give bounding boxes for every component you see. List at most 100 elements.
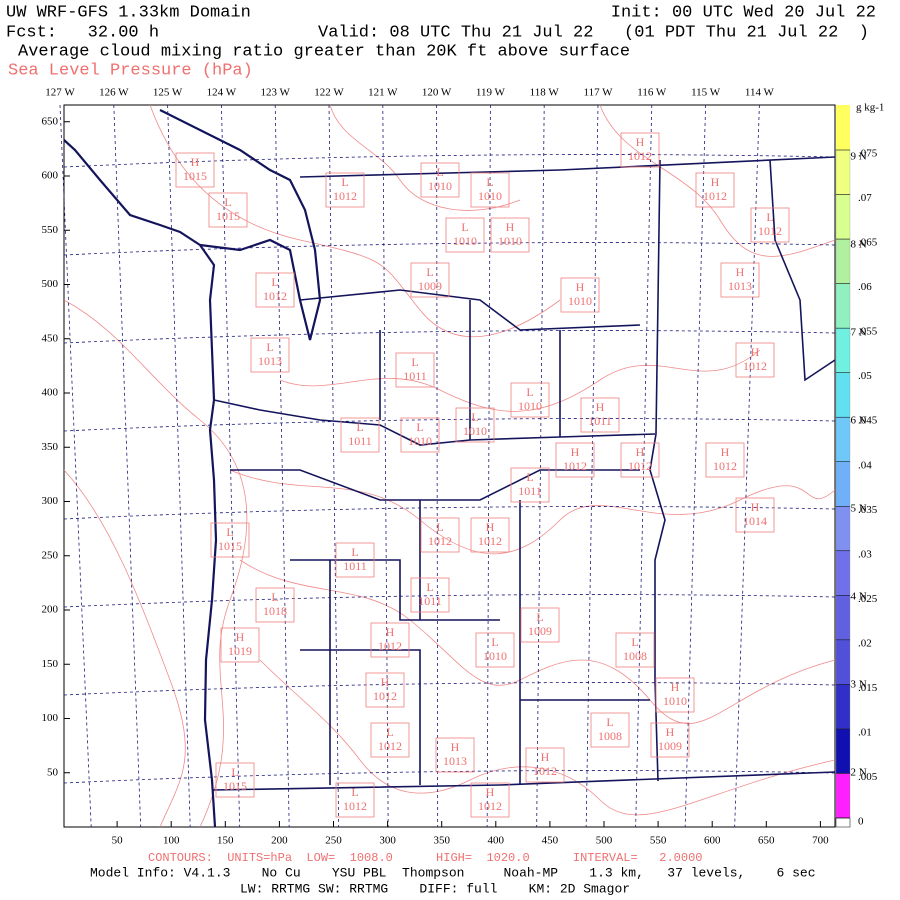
longitude-label: 115 W: [691, 87, 721, 99]
pressure-box: [590, 712, 630, 748]
meridian: [167, 104, 191, 828]
longitude-label: 123 W: [260, 87, 290, 99]
pressure-kind: H: [721, 445, 730, 459]
pressure-kind: L: [766, 210, 773, 224]
pressure-value: 1015: [183, 169, 207, 183]
pressure-kind: H: [576, 280, 585, 294]
pressure-kind: L: [526, 385, 533, 399]
colorbar-band: [835, 595, 851, 641]
pressure-kind: H: [711, 175, 720, 189]
x-tick-label: 650: [758, 835, 775, 847]
pressure-box: [655, 677, 695, 713]
y-tick-label: 150: [42, 658, 59, 670]
colorbar-top: [836, 105, 850, 150]
pressure-box: [510, 467, 550, 503]
pressure-value: 1008: [623, 649, 647, 663]
forecast-hour: Fcst: 32.00 h: [6, 23, 159, 42]
colorbar-band: [835, 684, 851, 730]
x-tick-label: 250: [325, 835, 342, 847]
pressure-kind: H: [671, 680, 680, 694]
pressure-value: 1010: [483, 649, 507, 663]
pressure-box: [615, 632, 655, 668]
colorbar-band: [835, 327, 851, 373]
pressure-kind: L: [486, 175, 493, 189]
pressure-box: [445, 217, 485, 253]
pressure-kind: L: [271, 275, 278, 289]
pressure-kind: L: [351, 545, 358, 559]
field-name: Average cloud mixing ratio greater than …: [18, 42, 630, 61]
x-tick-label: 450: [542, 835, 559, 847]
parallel: [63, 770, 836, 784]
meridian: [536, 104, 545, 828]
pressure-kind: L: [271, 590, 278, 604]
country-border: [299, 156, 836, 178]
pressure-value: 1012: [333, 189, 357, 203]
pressure-kind: L: [231, 765, 238, 779]
longitude-label: 117 W: [583, 87, 613, 99]
pressure-value: 1010: [498, 234, 522, 248]
pressure-value: 1010: [453, 234, 477, 248]
colorbar-band: [835, 194, 851, 240]
y-tick-label: 400: [42, 387, 59, 399]
contour: [229, 469, 836, 555]
pressure-kind: L: [356, 420, 363, 434]
pressure-kind: H: [636, 445, 645, 459]
pressure-kind: L: [426, 265, 433, 279]
y-tick-label: 50: [47, 766, 59, 778]
pressure-box: [620, 442, 660, 478]
pressure-value: 1012: [343, 799, 367, 813]
pressure-kind: L: [631, 635, 638, 649]
pressure-value: 1010: [518, 399, 542, 413]
pressure-box: [255, 272, 295, 308]
pressure-kind: L: [341, 175, 348, 189]
pressure-value: 1012: [743, 359, 767, 373]
pressure-kind: H: [751, 345, 760, 359]
y-tick-label: 300: [42, 495, 59, 507]
meridian: [635, 104, 653, 828]
pressure-kind: H: [636, 135, 645, 149]
pressure-kind: H: [236, 630, 245, 644]
parallel: [63, 418, 836, 432]
longitude-label: 122 W: [314, 87, 344, 99]
pressure-kind: L: [226, 525, 233, 539]
pressure-kind: L: [606, 715, 613, 729]
pressure-kind: L: [436, 165, 443, 179]
latitude-label: 43 N: [845, 679, 867, 691]
y-tick-label: 100: [42, 712, 59, 724]
pressure-value: 1018: [263, 604, 287, 618]
pressure-value: 1013: [443, 754, 467, 768]
x-tick-label: 150: [217, 835, 234, 847]
colorbar-label: .03: [858, 548, 872, 560]
coastline: [159, 109, 322, 341]
colorbar-label: .055: [858, 326, 878, 338]
pressure-box: [520, 607, 560, 643]
colorbar-label: .025: [858, 593, 878, 605]
pressure-kind: L: [436, 520, 443, 534]
pressure-kind: H: [751, 500, 760, 514]
latitude-label: 42 N: [845, 767, 867, 779]
coastline: [63, 139, 218, 828]
pressure-kind: H: [486, 520, 495, 534]
pressure-kind: H: [191, 155, 200, 169]
longitude-label: 124 W: [207, 87, 237, 99]
longitude-label: 119 W: [476, 87, 506, 99]
colorbar-band: [835, 461, 851, 507]
colorbar-label: .05: [858, 370, 872, 382]
pressure-box: [215, 762, 255, 798]
pressure-value: 1012: [703, 189, 727, 203]
map: [63, 104, 836, 828]
pressure-kind: H: [736, 265, 745, 279]
parallel: [63, 154, 836, 168]
pressure-box: [735, 342, 775, 378]
y-tick-label: 600: [42, 170, 59, 182]
pressure-kind: H: [571, 445, 580, 459]
pressure-value: 1011: [343, 559, 367, 573]
meridian: [684, 104, 706, 828]
pressure-box: [400, 417, 440, 453]
colorbar-label: .06: [858, 281, 872, 293]
parallel: [63, 506, 836, 520]
pressure-box: [208, 192, 248, 228]
colorbar-band: [835, 550, 851, 596]
pressure-value: 1015: [223, 779, 247, 793]
